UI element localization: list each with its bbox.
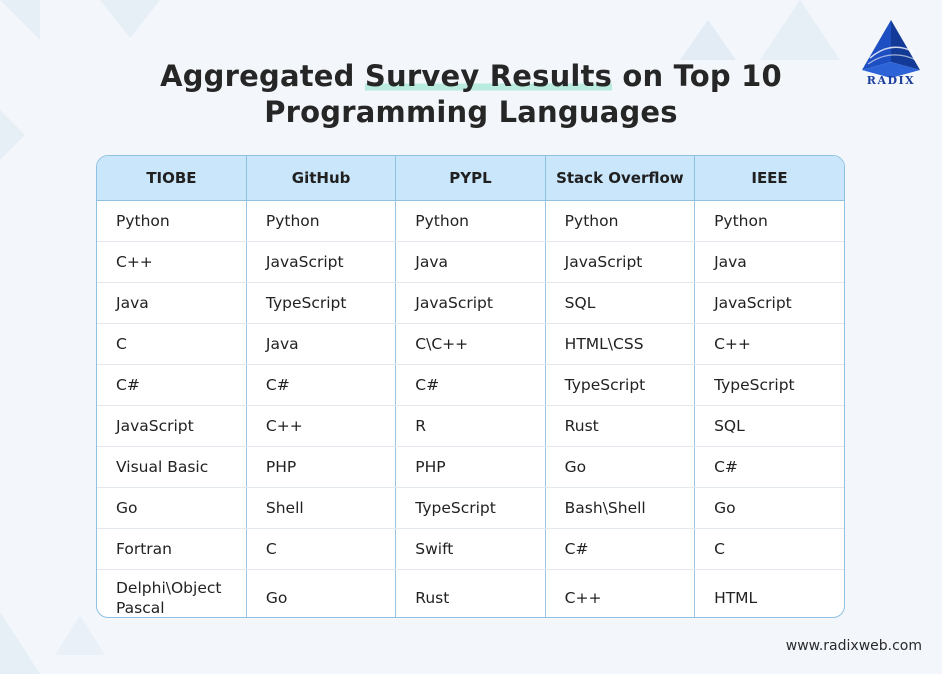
- table-cell: C++: [545, 569, 696, 617]
- table-row: JavaScript C++ R Rust SQL: [97, 405, 844, 447]
- table-cell: PHP: [395, 446, 546, 488]
- table-cell: C#: [246, 364, 397, 406]
- table-cell: Java: [395, 241, 546, 283]
- table-cell: C: [97, 323, 247, 365]
- table-cell: C\C++: [395, 323, 546, 365]
- table-row: Java TypeScript JavaScript SQL JavaScript: [97, 282, 844, 324]
- table-cell: Python: [545, 200, 696, 242]
- table-cell: Rust: [545, 405, 696, 447]
- table-cell: Bash\Shell: [545, 487, 696, 529]
- table-cell: Fortran: [97, 528, 247, 570]
- bg-triangle: [680, 20, 736, 60]
- table-cell: TypeScript: [246, 282, 397, 324]
- table-cell: Java: [694, 241, 844, 283]
- table-cell: C++: [694, 323, 844, 365]
- table-cell: C#: [694, 446, 844, 488]
- table-cell: JavaScript: [97, 405, 247, 447]
- table-cell: JavaScript: [395, 282, 546, 324]
- survey-table: TIOBE GitHub PYPL Stack Overflow IEEE Py…: [96, 155, 845, 618]
- table-row: Visual Basic PHP PHP Go C#: [97, 446, 844, 488]
- footer-url: www.radixweb.com: [785, 638, 922, 654]
- column-header-pypl: PYPL: [395, 156, 546, 201]
- table-cell: C#: [97, 364, 247, 406]
- table-cell: Delphi\Object Pascal: [97, 569, 247, 617]
- table-cell: C++: [246, 405, 397, 447]
- table-cell: Go: [246, 569, 397, 617]
- table-cell: Java: [97, 282, 247, 324]
- bg-triangle: [0, 612, 40, 674]
- column-header-ieee: IEEE: [694, 156, 844, 201]
- column-header-github: GitHub: [246, 156, 397, 201]
- table-cell: Python: [97, 200, 247, 242]
- bg-triangle: [0, 110, 25, 160]
- table-cell: HTML\CSS: [545, 323, 696, 365]
- table-cell: SQL: [694, 405, 844, 447]
- bg-triangle: [55, 615, 105, 655]
- table-cell: Go: [545, 446, 696, 488]
- table-cell: JavaScript: [545, 241, 696, 283]
- title-line-2: Programming Languages: [264, 95, 678, 129]
- table-cell: Shell: [246, 487, 397, 529]
- table-cell: C: [694, 528, 844, 570]
- table-row: C# C# C# TypeScript TypeScript: [97, 364, 844, 406]
- table-row: C Java C\C++ HTML\CSS C++: [97, 323, 844, 365]
- table-cell: HTML: [714, 589, 758, 607]
- table-cell: TypeScript: [545, 364, 696, 406]
- bg-triangle: [0, 0, 40, 40]
- table-cell: C: [246, 528, 397, 570]
- column-header-tiobe: TIOBE: [97, 156, 247, 201]
- table-cell: Go: [694, 487, 844, 529]
- table-cell: R: [395, 405, 546, 447]
- table-cell: Go: [97, 487, 247, 529]
- table-cell: Swift: [395, 528, 546, 570]
- table-cell: Python: [395, 200, 546, 242]
- table-cell: Rust: [395, 569, 546, 617]
- title-part-2: on Top 10: [612, 59, 782, 93]
- table-cell: TypeScript: [694, 364, 844, 406]
- table-cell: JavaScript: [694, 282, 844, 324]
- logo-text: RADIX: [866, 74, 916, 87]
- table-cell: Python: [694, 200, 844, 242]
- table-row: Fortran C Swift C# C: [97, 528, 844, 570]
- table-cell: PHP: [246, 446, 397, 488]
- page-title: Aggregated Survey Results on Top 10 Prog…: [0, 58, 942, 130]
- table-cell: C#: [395, 364, 546, 406]
- title-part-1: Aggregated: [160, 59, 365, 93]
- table-cell: C#: [545, 528, 696, 570]
- table-row: Python Python Python Python Python: [97, 200, 844, 242]
- table-cell: Java: [246, 323, 397, 365]
- table-cell: SQL: [545, 282, 696, 324]
- table-row: C++ JavaScript Java JavaScript Java: [97, 241, 844, 283]
- bg-triangle: [100, 0, 160, 38]
- title-line-1: Aggregated Survey Results on Top 10: [0, 58, 942, 94]
- pyramid-logo-icon: [862, 20, 920, 78]
- table-cell: Visual Basic: [97, 446, 247, 488]
- table-header-row: TIOBE GitHub PYPL Stack Overflow IEEE: [97, 156, 844, 201]
- languages-table: TIOBE GitHub PYPL Stack Overflow IEEE Py…: [97, 156, 844, 617]
- bg-triangle: [760, 0, 840, 60]
- table-cell: TypeScript: [395, 487, 546, 529]
- table-cell: JavaScript: [246, 241, 397, 283]
- table-row: Go Shell TypeScript Bash\Shell Go: [97, 487, 844, 529]
- table-row: Delphi\Object Pascal Go Rust C++ HTML: [97, 569, 844, 617]
- table-cell: C++: [97, 241, 247, 283]
- title-highlight: Survey Results: [364, 59, 613, 93]
- table-cell: Python: [246, 200, 397, 242]
- column-header-stack-overflow: Stack Overflow: [545, 156, 696, 201]
